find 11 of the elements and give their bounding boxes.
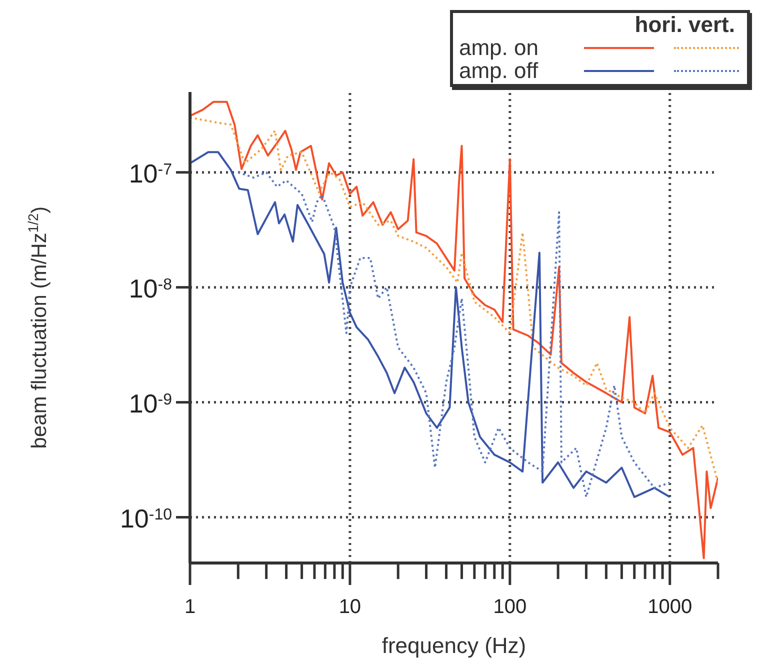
legend-label: amp. on — [459, 35, 540, 60]
x-tick-label: 10 — [338, 596, 362, 618]
x-tick-label: 100 — [493, 596, 527, 618]
x-tick-label: 1000 — [648, 596, 692, 618]
y-tick-label: 10$^{-7}$ — [128, 158, 172, 188]
x-axis-title: frequency (Hz) — [382, 633, 526, 658]
x-tick-label: 1 — [184, 596, 196, 618]
legend-title: hori. vert. — [634, 12, 736, 37]
y-tick-label: 10$^{-10}$ — [120, 503, 172, 534]
y-tick-label: 10$^{-9}$ — [128, 388, 172, 418]
y-tick-label: 10$^{-8}$ — [128, 273, 172, 304]
